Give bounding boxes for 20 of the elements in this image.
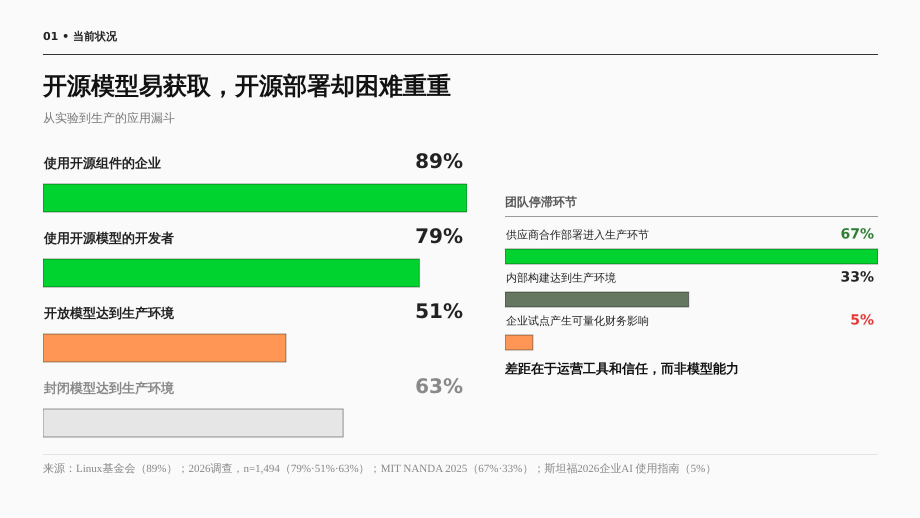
data-label: 5%	[850, 312, 874, 328]
data-label: 89%	[415, 149, 463, 173]
chart-title: 团队停滞环节	[505, 194, 577, 211]
text: 01 • 当前状况	[43, 29, 117, 44]
data-label: 63%	[415, 374, 463, 398]
y-tick-label: 供应商合作部署进入生产环节	[506, 228, 649, 242]
y-tick-label: 封闭模型达到生产环境	[43, 380, 175, 396]
y-tick-label: 企业试点产生可量化财务影响	[506, 314, 649, 328]
data-label: 33%	[840, 270, 874, 286]
y-tick-label: 使用开源组件的企业	[43, 156, 161, 172]
data-label: 79%	[415, 224, 463, 248]
chart-subtitle: 从实验到生产的应用漏斗	[43, 110, 175, 127]
y-tick-label: 开放模型达到生产环境	[43, 306, 175, 322]
source-note: 来源：Linux基金会（89%）；2026调查，n=1,494（79%·51%·63%）；MIT NANDA 2025（67%·33%）；斯坦福2026企业AI 使用指南（5%）	[43, 462, 718, 477]
text: 差距在于运营工具和信任，而非模型能力	[505, 361, 739, 378]
data-label: 51%	[415, 299, 463, 323]
chart-title: 开源模型易获取，开源部署却困难重重	[43, 71, 451, 102]
y-tick-label: 内部构建达到生产环境	[506, 272, 616, 284]
data-label: 67%	[840, 226, 874, 242]
y-tick-label: 使用开源模型的开发者	[43, 232, 174, 246]
